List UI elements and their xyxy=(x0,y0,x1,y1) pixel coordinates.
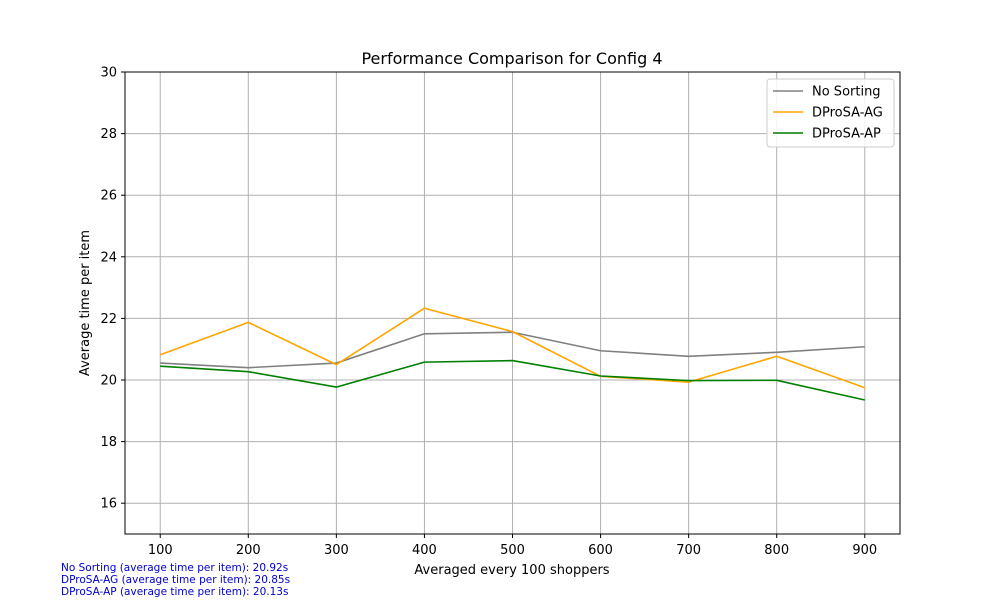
x-tick-label-800: 800 xyxy=(764,543,789,558)
y-tick-label-28: 28 xyxy=(100,127,117,142)
chart-title: Performance Comparison for Config 4 xyxy=(361,49,662,68)
legend-label-dprosa-ap: DProSA-AP xyxy=(812,127,881,142)
series-line-dprosa-ag xyxy=(159,307,866,389)
y-tick-label-26: 26 xyxy=(100,189,117,204)
x-tick-label-400: 400 xyxy=(412,543,437,558)
legend-label-no-sorting: No Sorting xyxy=(812,85,881,100)
series-line-dprosa-ap xyxy=(160,359,865,401)
y-tick-label-20: 20 xyxy=(100,374,117,389)
x-tick-label-900: 900 xyxy=(852,543,877,558)
legend-box xyxy=(766,78,895,148)
x-tick-label-300: 300 xyxy=(324,543,349,558)
x-tick-label-100: 100 xyxy=(148,543,173,558)
y-tick-label-30: 30 xyxy=(100,66,117,81)
y-tick-label-22: 22 xyxy=(100,312,117,327)
summary-note-dprosa-ag: DProSA-AG (average time per item): 20.85… xyxy=(61,574,291,586)
y-tick-label-24: 24 xyxy=(100,250,117,265)
x-tick-label-600: 600 xyxy=(588,543,613,558)
x-tick-label-500: 500 xyxy=(500,543,525,558)
legend-label-dprosa-ag: DProSA-AG xyxy=(812,106,883,121)
x-tick-label-700: 700 xyxy=(676,543,701,558)
y-axis-label: Average time per item xyxy=(78,230,93,376)
summary-note-no-sorting: No Sorting (average time per item): 20.9… xyxy=(61,562,289,574)
y-tick-label-18: 18 xyxy=(100,435,117,450)
summary-notes: No Sorting (average time per item): 20.9… xyxy=(61,562,290,598)
summary-note-dprosa-ap: DProSA-AP (average time per item): 20.13… xyxy=(61,586,289,598)
y-tick-label-16: 16 xyxy=(100,497,117,512)
x-tick-label-200: 200 xyxy=(236,543,261,558)
x-axis-label: Averaged every 100 shoppers xyxy=(414,563,609,578)
